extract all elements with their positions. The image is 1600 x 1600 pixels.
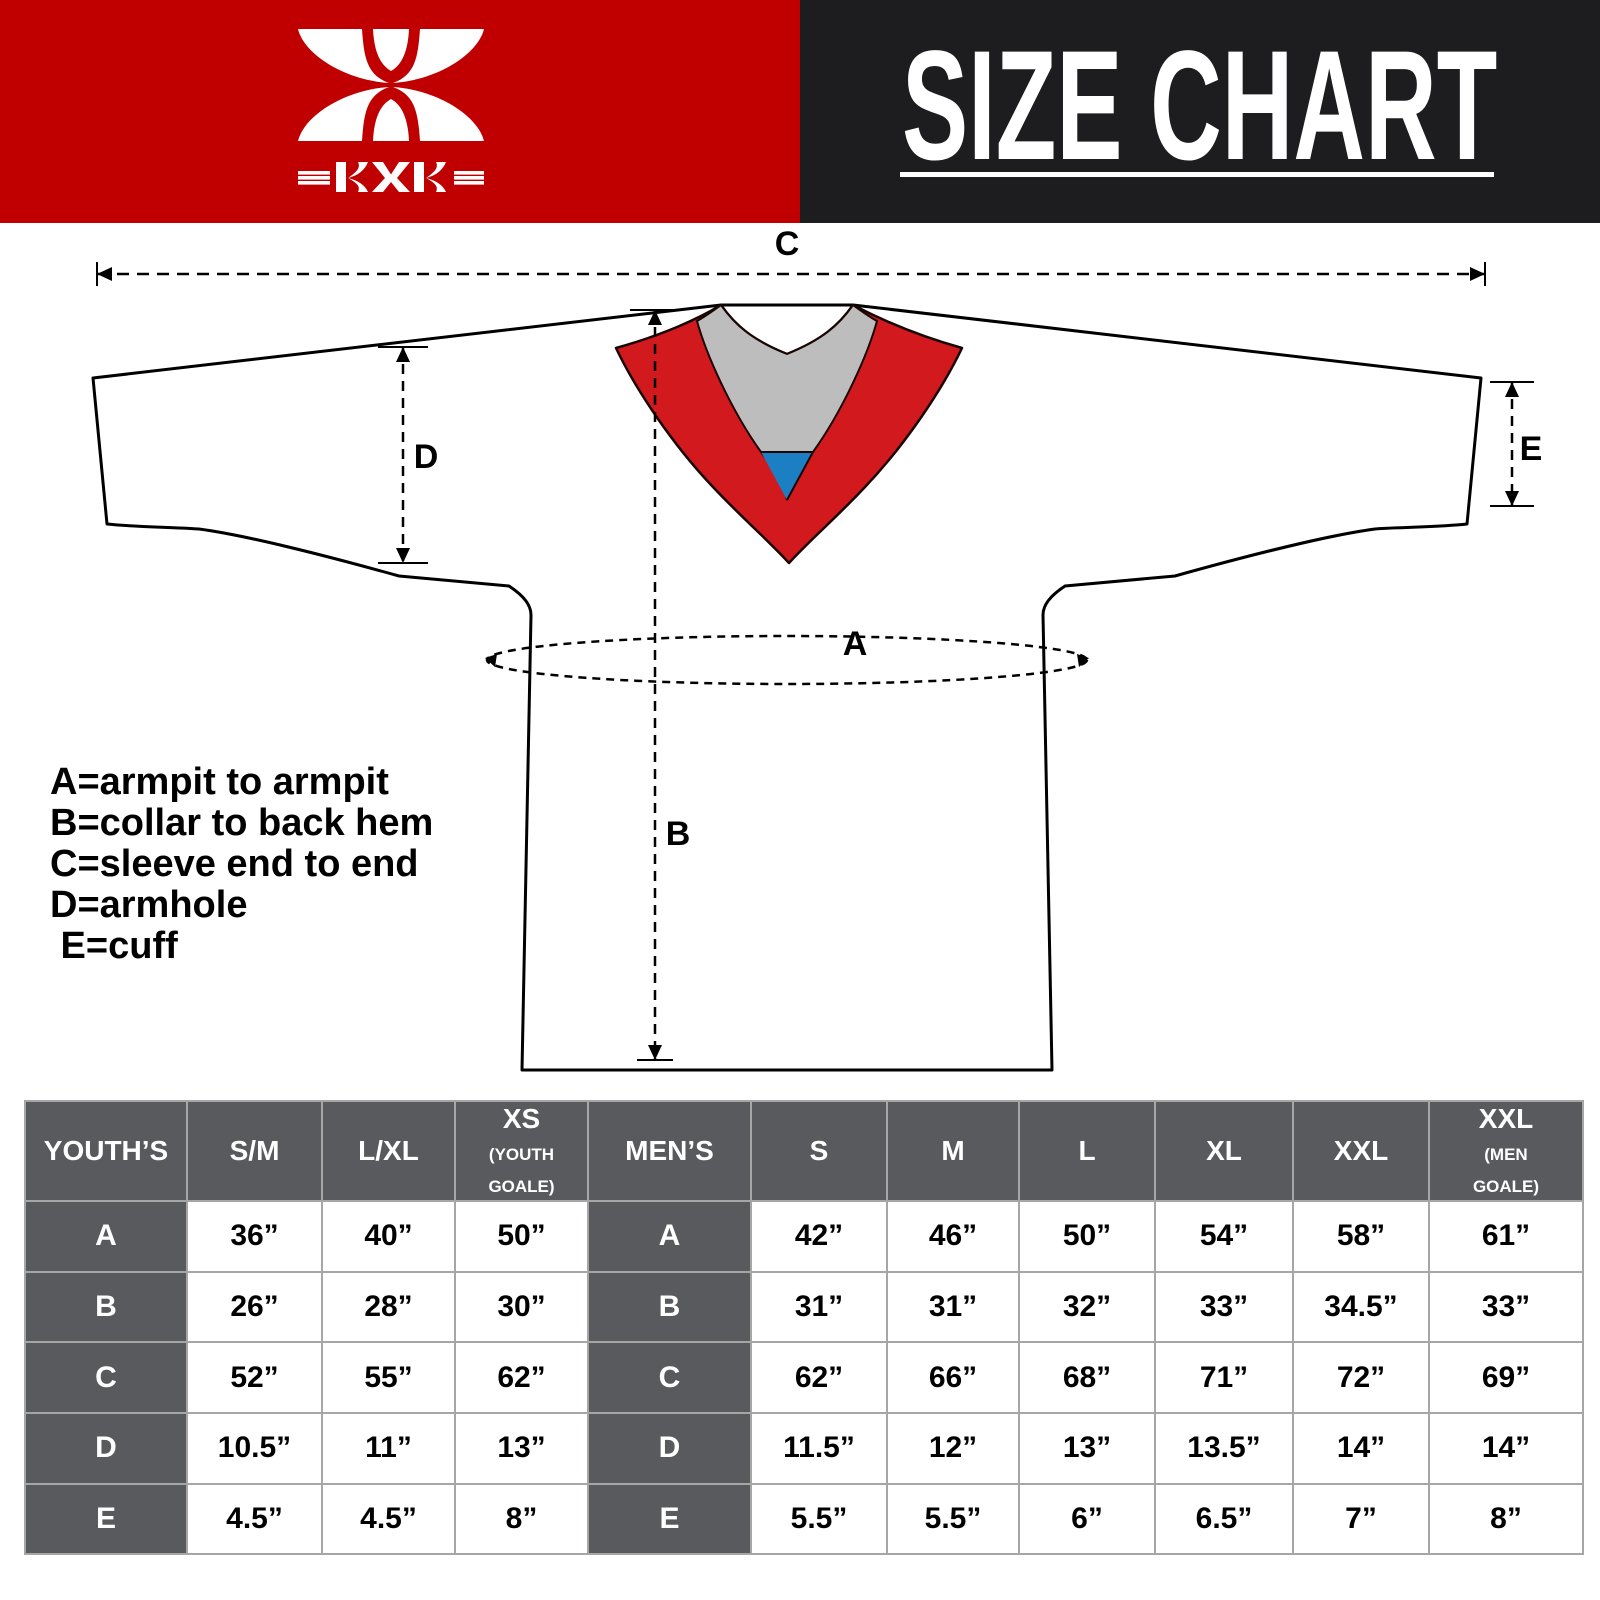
svg-text:D: D (414, 438, 439, 476)
svg-text:A: A (843, 625, 868, 663)
svg-text:C: C (775, 225, 800, 263)
svg-text:B: B (666, 815, 691, 853)
svg-text:E: E (1520, 430, 1543, 468)
